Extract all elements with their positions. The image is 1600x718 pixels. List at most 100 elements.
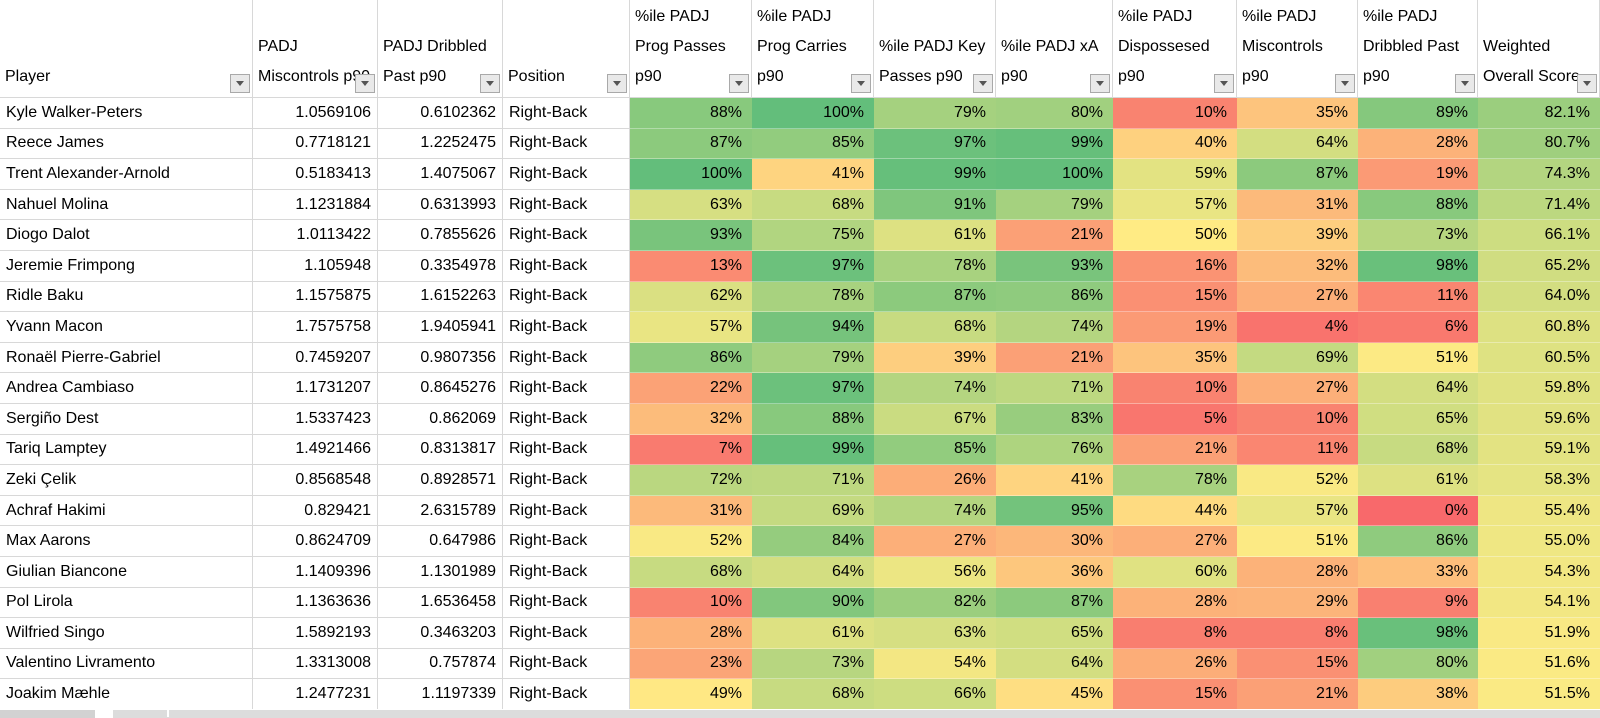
cell-pct-miscontrols[interactable]: 27% [1237, 373, 1358, 404]
cell-weighted-score[interactable]: 74.3% [1478, 159, 1600, 190]
cell-padj-dribbled-past[interactable]: 1.1197339 [378, 679, 503, 710]
cell-pct-prog-carries[interactable]: 84% [752, 526, 874, 557]
filter-button-pct-dispossesed[interactable] [1214, 74, 1234, 93]
cell-pct-dispossesed[interactable]: 50% [1113, 220, 1237, 251]
cell-pct-prog-passes[interactable]: 23% [630, 648, 752, 680]
cell-position[interactable]: Right-Back [503, 679, 630, 710]
cell-padj-miscontrols[interactable]: 1.1731207 [253, 373, 378, 404]
cell-pct-prog-passes[interactable]: 52% [630, 526, 752, 557]
cell-pct-dribbled-past[interactable]: 89% [1358, 98, 1478, 129]
cell-pct-xa[interactable]: 79% [996, 189, 1113, 221]
cell-pct-miscontrols[interactable]: 27% [1237, 281, 1358, 313]
cell-pct-prog-carries[interactable]: 97% [752, 373, 874, 404]
cell-pct-prog-carries[interactable]: 69% [752, 495, 874, 527]
cell-position[interactable]: Right-Back [503, 281, 630, 313]
cell-player[interactable]: Jeremie Frimpong [0, 250, 253, 282]
cell-pct-dribbled-past[interactable]: 86% [1358, 526, 1478, 557]
cell-position[interactable]: Right-Back [503, 98, 630, 129]
cell-pct-xa[interactable]: 86% [996, 281, 1113, 313]
cell-position[interactable]: Right-Back [503, 128, 630, 160]
cell-pct-dispossesed[interactable]: 59% [1113, 159, 1237, 190]
cell-pct-dribbled-past[interactable]: 61% [1358, 465, 1478, 496]
cell-pct-xa[interactable]: 87% [996, 587, 1113, 619]
header-pct-prog-passes[interactable]: %ile PADJ Prog Passes p90 [630, 0, 752, 98]
cell-pct-prog-passes[interactable]: 31% [630, 495, 752, 527]
cell-padj-miscontrols[interactable]: 1.1409396 [253, 556, 378, 588]
cell-player[interactable]: Trent Alexander-Arnold [0, 159, 253, 190]
cell-pct-dribbled-past[interactable]: 73% [1358, 220, 1478, 251]
cell-padj-dribbled-past[interactable]: 0.6313993 [378, 189, 503, 221]
cell-pct-key-passes[interactable]: 68% [874, 312, 996, 343]
cell-pct-dispossesed[interactable]: 44% [1113, 495, 1237, 527]
cell-padj-miscontrols[interactable]: 1.1231884 [253, 189, 378, 221]
cell-padj-dribbled-past[interactable]: 2.6315789 [378, 495, 503, 527]
cell-pct-miscontrols[interactable]: 31% [1237, 189, 1358, 221]
cell-pct-miscontrols[interactable]: 28% [1237, 556, 1358, 588]
cell-padj-miscontrols[interactable]: 1.7575758 [253, 312, 378, 343]
cell-position[interactable]: Right-Back [503, 189, 630, 221]
cell-pct-prog-passes[interactable]: 63% [630, 189, 752, 221]
cell-pct-key-passes[interactable]: 56% [874, 556, 996, 588]
cell-pct-prog-carries[interactable]: 79% [752, 342, 874, 374]
cell-pct-key-passes[interactable]: 79% [874, 98, 996, 129]
cell-pct-key-passes[interactable]: 87% [874, 281, 996, 313]
cell-player[interactable]: Ridle Baku [0, 281, 253, 313]
cell-pct-dispossesed[interactable]: 60% [1113, 556, 1237, 588]
cell-weighted-score[interactable]: 55.0% [1478, 526, 1600, 557]
cell-position[interactable]: Right-Back [503, 373, 630, 404]
cell-pct-prog-carries[interactable]: 73% [752, 648, 874, 680]
cell-pct-xa[interactable]: 30% [996, 526, 1113, 557]
cell-pct-prog-carries[interactable]: 94% [752, 312, 874, 343]
cell-weighted-score[interactable]: 51.6% [1478, 648, 1600, 680]
cell-pct-prog-carries[interactable]: 61% [752, 618, 874, 649]
cell-pct-key-passes[interactable]: 26% [874, 465, 996, 496]
cell-pct-key-passes[interactable]: 97% [874, 128, 996, 160]
cell-pct-dispossesed[interactable]: 8% [1113, 618, 1237, 649]
cell-player[interactable]: Andrea Cambiaso [0, 373, 253, 404]
cell-pct-xa[interactable]: 74% [996, 312, 1113, 343]
scrollbar-track[interactable] [113, 710, 1600, 718]
cell-pct-miscontrols[interactable]: 15% [1237, 648, 1358, 680]
cell-padj-miscontrols[interactable]: 0.7718121 [253, 128, 378, 160]
cell-pct-dispossesed[interactable]: 10% [1113, 373, 1237, 404]
cell-pct-xa[interactable]: 41% [996, 465, 1113, 496]
cell-pct-dribbled-past[interactable]: 64% [1358, 373, 1478, 404]
cell-pct-dispossesed[interactable]: 19% [1113, 312, 1237, 343]
cell-weighted-score[interactable]: 80.7% [1478, 128, 1600, 160]
cell-position[interactable]: Right-Back [503, 159, 630, 190]
cell-pct-prog-passes[interactable]: 86% [630, 342, 752, 374]
cell-weighted-score[interactable]: 58.3% [1478, 465, 1600, 496]
cell-player[interactable]: Giulian Biancone [0, 556, 253, 588]
cell-pct-dribbled-past[interactable]: 6% [1358, 312, 1478, 343]
header-pct-xa[interactable]: %ile PADJ xA p90 [996, 0, 1113, 98]
cell-padj-miscontrols[interactable]: 1.0113422 [253, 220, 378, 251]
cell-padj-dribbled-past[interactable]: 1.6152263 [378, 281, 503, 313]
cell-pct-dribbled-past[interactable]: 33% [1358, 556, 1478, 588]
cell-position[interactable]: Right-Back [503, 312, 630, 343]
cell-pct-xa[interactable]: 76% [996, 434, 1113, 466]
cell-pct-xa[interactable]: 21% [996, 220, 1113, 251]
cell-pct-miscontrols[interactable]: 87% [1237, 159, 1358, 190]
cell-pct-dispossesed[interactable]: 28% [1113, 587, 1237, 619]
cell-pct-key-passes[interactable]: 63% [874, 618, 996, 649]
cell-padj-miscontrols[interactable]: 1.3313008 [253, 648, 378, 680]
cell-padj-dribbled-past[interactable]: 0.9807356 [378, 342, 503, 374]
cell-pct-miscontrols[interactable]: 52% [1237, 465, 1358, 496]
cell-player[interactable]: Valentino Livramento [0, 648, 253, 680]
cell-pct-key-passes[interactable]: 91% [874, 189, 996, 221]
cell-pct-prog-passes[interactable]: 13% [630, 250, 752, 282]
cell-pct-xa[interactable]: 71% [996, 373, 1113, 404]
cell-pct-dispossesed[interactable]: 26% [1113, 648, 1237, 680]
cell-weighted-score[interactable]: 51.9% [1478, 618, 1600, 649]
cell-pct-miscontrols[interactable]: 8% [1237, 618, 1358, 649]
header-position[interactable]: Position [503, 0, 630, 98]
cell-pct-xa[interactable]: 99% [996, 128, 1113, 160]
cell-pct-key-passes[interactable]: 54% [874, 648, 996, 680]
cell-pct-dribbled-past[interactable]: 68% [1358, 434, 1478, 466]
header-weighted-score[interactable]: Weighted Overall Score [1478, 0, 1600, 98]
cell-pct-prog-carries[interactable]: 85% [752, 128, 874, 160]
cell-padj-dribbled-past[interactable]: 0.8928571 [378, 465, 503, 496]
cell-pct-prog-carries[interactable]: 71% [752, 465, 874, 496]
cell-player[interactable]: Achraf Hakimi [0, 495, 253, 527]
cell-position[interactable]: Right-Back [503, 495, 630, 527]
